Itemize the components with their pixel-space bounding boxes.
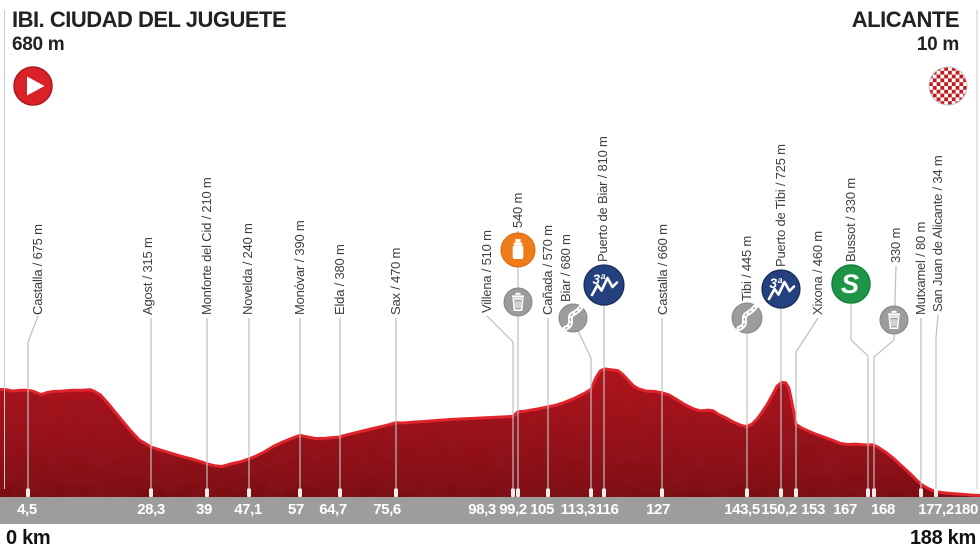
- bar-tick: [247, 488, 251, 497]
- km-tick: 4,5: [17, 501, 37, 518]
- km-tick: 180: [954, 501, 978, 518]
- winding-road-icon: [558, 303, 588, 333]
- start-elevation: 680 m: [12, 34, 65, 55]
- bar-tick: [866, 488, 870, 497]
- km-tick: 75,6: [373, 501, 401, 518]
- waypoint-connector-line: [935, 314, 939, 489]
- km-tick: 116: [595, 501, 619, 518]
- km-tick: 47,1: [234, 501, 262, 518]
- km-tick: 143,5: [724, 501, 760, 518]
- bar-tick: [298, 488, 302, 497]
- bar-tick: [511, 488, 515, 497]
- winding-road-icon: [731, 302, 763, 334]
- bar-tick: [794, 488, 798, 497]
- bar-tick: [546, 488, 550, 497]
- bar-tick: [205, 488, 209, 497]
- km-tick: 150,2: [761, 501, 797, 518]
- feed-zone-icon: [500, 232, 536, 268]
- play-triangle-icon: [27, 76, 45, 96]
- km-tick: 177,2: [918, 501, 954, 518]
- km-tick: 168: [871, 501, 895, 518]
- start-town-name: IBI. CIUDAD DEL JUGUETE: [12, 7, 287, 32]
- litter-zone-icon: [879, 305, 909, 335]
- svg-text:3ª: 3ª: [770, 276, 784, 291]
- bar-tick: [660, 488, 664, 497]
- distance-end-label: 188 km: [909, 527, 976, 549]
- waypoint-connector-line: [795, 317, 819, 489]
- bar-tick: [934, 488, 938, 497]
- km-tick: 98,3: [468, 501, 496, 518]
- km-tick: 127: [646, 501, 670, 518]
- distance-start-label: 0 km: [6, 527, 51, 549]
- km-tick: 113,3: [560, 501, 596, 518]
- bar-tick: [26, 488, 30, 497]
- bar-tick: [589, 488, 593, 497]
- elevation-profile-edge: [0, 367, 980, 497]
- finish-header: ALICANTE 10 m: [851, 7, 960, 56]
- bar-tick: [149, 488, 153, 497]
- bar-tick: [872, 488, 876, 497]
- svg-text:3ª: 3ª: [593, 272, 607, 287]
- finish-town-name: ALICANTE: [851, 7, 960, 32]
- km-tick: 105: [530, 501, 554, 518]
- category-3-climb-icon: 3ª: [761, 269, 801, 309]
- km-tick: 39: [196, 501, 212, 518]
- waypoint-connector-line: [486, 315, 514, 489]
- bar-tick: [338, 488, 342, 497]
- litter-zone-icon: [503, 287, 533, 317]
- km-scale-bar: 4,5 28,3 39 47,1 57 64,7 75,6 98,3 99,2 105 113,3 1…: [0, 497, 980, 524]
- km-tick: 57: [288, 501, 304, 518]
- start-header: IBI. CIUDAD DEL JUGUETE 680 m: [12, 7, 287, 56]
- finish-elevation: 10 m: [916, 34, 959, 55]
- bar-tick: [602, 488, 606, 497]
- intermediate-sprint-icon: S: [831, 264, 871, 304]
- bar-tick: [394, 488, 398, 497]
- bar-tick: [779, 488, 783, 497]
- checkered-flag-icon: [928, 66, 968, 106]
- waypoint-connector-line: [27, 315, 39, 489]
- bar-tick: [745, 488, 749, 497]
- category-3-climb-icon: 3ª: [583, 264, 625, 306]
- elevation-profile-texture: [0, 369, 980, 497]
- bar-tick: [516, 488, 520, 497]
- bar-tick: [919, 488, 923, 497]
- km-tick: 99,2: [499, 501, 527, 518]
- stage-finish-icon: [928, 66, 968, 106]
- km-tick: 167: [833, 501, 857, 518]
- km-tick: 28,3: [137, 501, 165, 518]
- svg-text:S: S: [841, 269, 859, 299]
- stage-start-icon: [13, 66, 53, 106]
- waypoint-connector-line: [873, 265, 897, 489]
- km-tick: 153: [801, 501, 825, 518]
- km-tick: 64,7: [319, 501, 347, 518]
